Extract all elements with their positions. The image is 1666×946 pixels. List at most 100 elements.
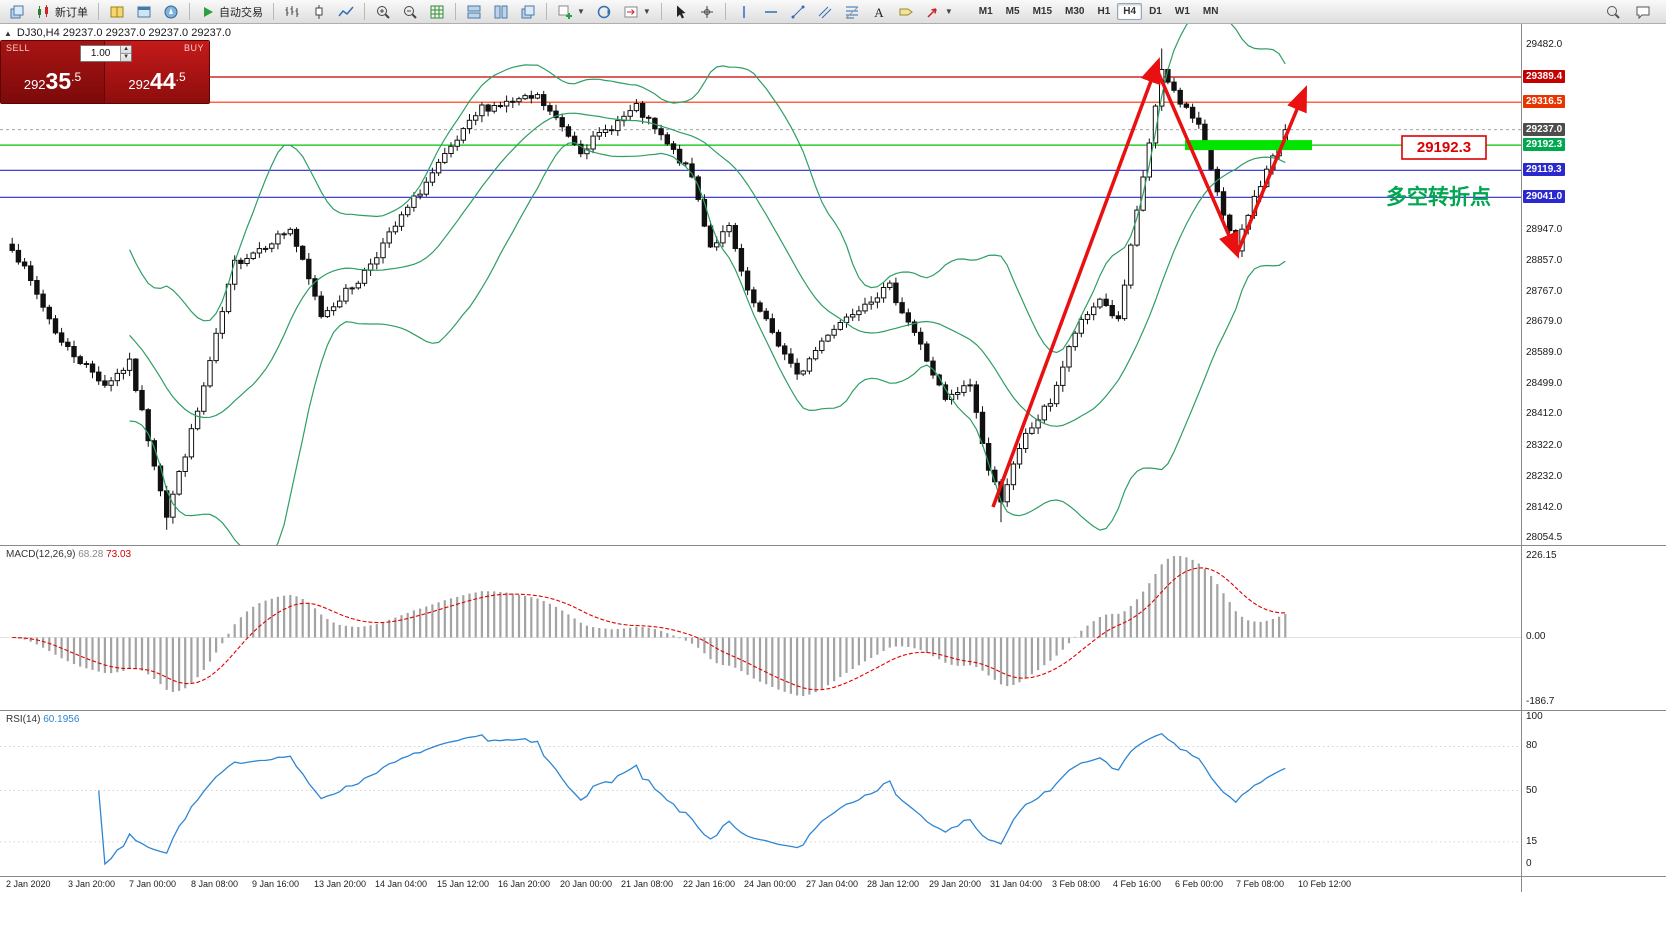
price-callout: 29192.3	[1417, 139, 1471, 156]
timeframe-H1[interactable]: H1	[1097, 6, 1111, 17]
price-tick: 28322.0	[1526, 440, 1563, 451]
price-tick: 28589.0	[1526, 347, 1563, 358]
cascade-button[interactable]	[515, 1, 541, 22]
price-tick: 29482.0	[1526, 39, 1563, 50]
time-label: 4 Feb 16:00	[1113, 879, 1162, 889]
one-click-collapse-arrow[interactable]: ▲	[4, 28, 12, 38]
chat-icon[interactable]	[1630, 1, 1656, 22]
timeframe-M15[interactable]: M15	[1032, 6, 1053, 17]
price-tick: 28499.0	[1526, 378, 1563, 389]
buy-price: 29244.5	[128, 68, 186, 94]
turning-point-annotation: 多空转折点	[1386, 185, 1491, 209]
arrows-icon	[925, 4, 941, 20]
crosshair-button[interactable]	[694, 1, 720, 22]
price-badge: 29237.0	[1523, 123, 1566, 136]
time-axis-border	[0, 876, 1666, 877]
timeframe-M1[interactable]: M1	[978, 6, 993, 17]
time-label: 21 Jan 08:00	[621, 879, 674, 889]
time-label: 22 Jan 16:00	[683, 879, 736, 889]
timeframe-M30[interactable]: M30	[1065, 6, 1085, 17]
tile-vertical-button[interactable]	[488, 1, 514, 22]
auto-scroll-button[interactable]	[591, 1, 617, 22]
grid-button[interactable]	[424, 1, 450, 22]
label-icon	[898, 4, 914, 20]
macd-tick: 0.00	[1526, 631, 1546, 642]
price-chart-pane[interactable]: 29192.3 多空转折点	[0, 24, 1522, 545]
horizontal-line-button[interactable]	[758, 1, 784, 22]
search-icon	[1605, 4, 1621, 20]
rsi-tick: 100	[1526, 711, 1543, 722]
time-label: 27 Jan 04:00	[806, 879, 859, 889]
search-icon[interactable]	[1600, 1, 1626, 22]
time-label: 7 Feb 08:00	[1236, 879, 1285, 889]
time-label: 7 Jan 00:00	[129, 879, 177, 889]
toolbar-separator	[724, 3, 726, 20]
toolbar-separator	[455, 3, 456, 20]
zoom-in-button[interactable]	[370, 1, 396, 22]
price-badge: 29389.4	[1523, 70, 1566, 83]
market-watch-button[interactable]	[104, 1, 130, 22]
zoom-out-button[interactable]	[397, 1, 423, 22]
volume-up-icon[interactable]: ▲	[121, 46, 131, 53]
macd-indicator-pane[interactable]	[0, 546, 1522, 710]
toolbar-separator	[189, 3, 190, 20]
time-label: 14 Jan 04:00	[375, 879, 428, 889]
channel-button[interactable]	[812, 1, 838, 22]
autotrading-button-label: 自动交易	[219, 6, 263, 19]
time-label: 15 Jan 12:00	[437, 879, 490, 889]
text-button[interactable]: A	[866, 1, 892, 22]
time-label: 13 Jan 20:00	[314, 879, 367, 889]
dropdown-caret-icon[interactable]: ▼	[944, 7, 953, 16]
price-badge: 29119.3	[1523, 163, 1565, 176]
chart-shift-button[interactable]: ▼	[618, 1, 656, 22]
time-label: 20 Jan 00:00	[560, 879, 613, 889]
bar-chart-button[interactable]	[279, 1, 305, 22]
price-tick: 28412.0	[1526, 408, 1563, 419]
toolbar-separator	[546, 3, 547, 20]
price-tick: 28679.0	[1526, 316, 1563, 327]
label-button[interactable]	[893, 1, 919, 22]
arrows-button[interactable]: ▼	[920, 1, 958, 22]
timeframe-M5[interactable]: M5	[1005, 6, 1020, 17]
price-badge: 29192.3	[1523, 138, 1566, 151]
price-axis[interactable]: 29482.0 28947.0 28857.0 28767.0 28679.0 28589…	[1522, 24, 1666, 892]
rsi-indicator-pane[interactable]	[0, 711, 1522, 876]
grid-icon	[429, 4, 445, 20]
dropdown-caret-icon[interactable]: ▼	[577, 7, 585, 16]
toolbar-separator	[273, 3, 274, 20]
candlestick-chart-button[interactable]	[306, 1, 332, 22]
bar-chart-icon	[284, 4, 300, 20]
vertical-line-button[interactable]	[731, 1, 757, 22]
line-chart-button[interactable]	[333, 1, 359, 22]
volume-value[interactable]: 1.00	[90, 48, 111, 59]
sell-label: SELL	[6, 43, 31, 53]
rsi-tick: 0	[1526, 858, 1532, 869]
navigator-button[interactable]	[158, 1, 184, 22]
time-label: 3 Feb 08:00	[1052, 879, 1101, 889]
timeframe-MN[interactable]: MN	[1202, 6, 1219, 17]
timeframe-H4[interactable]: H4	[1117, 3, 1143, 20]
macd-tick: 226.15	[1526, 550, 1557, 561]
indicators-button[interactable]: ▼	[552, 1, 590, 22]
cursor-button[interactable]	[667, 1, 693, 22]
data-window-button[interactable]	[131, 1, 157, 22]
buy-button[interactable]: BUY 29244.5	[105, 41, 209, 103]
pane-separator[interactable]	[0, 710, 1666, 711]
market-watch-icon	[109, 4, 125, 20]
volume-input[interactable]: 1.00 ▲ ▼	[80, 45, 132, 62]
new-order-button[interactable]: 新订单	[31, 1, 93, 22]
time-label: 24 Jan 00:00	[744, 879, 797, 889]
trendline-button[interactable]	[785, 1, 811, 22]
volume-down-icon[interactable]: ▼	[121, 53, 131, 61]
timeframe-D1[interactable]: D1	[1149, 6, 1162, 17]
rsi-tick: 50	[1526, 785, 1538, 796]
horizontal-line-icon	[763, 4, 779, 20]
crosshair-icon	[699, 4, 715, 20]
dropdown-caret-icon[interactable]: ▼	[642, 7, 651, 16]
fibonacci-button[interactable]	[839, 1, 865, 22]
tile-horizontal-button[interactable]	[461, 1, 487, 22]
autotrading-button[interactable]: 自动交易	[195, 1, 268, 22]
pane-separator[interactable]	[0, 545, 1666, 546]
timeframe-W1[interactable]: W1	[1174, 6, 1190, 17]
time-axis[interactable]: 2 Jan 2020 3 Jan 20:00 7 Jan 00:00 8 Jan 08…	[0, 877, 1522, 893]
